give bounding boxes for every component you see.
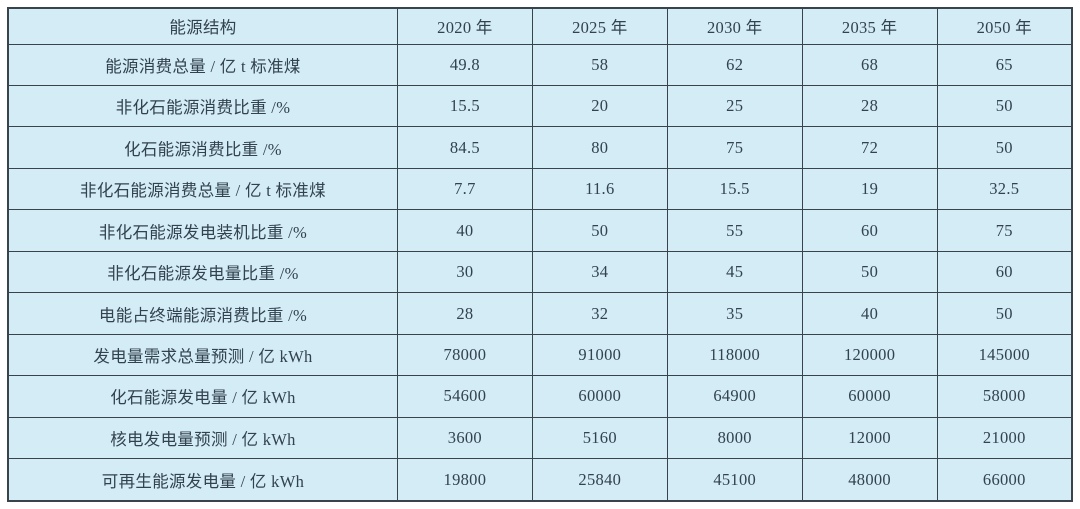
column-header-year-2030: 2030 年 <box>666 7 803 45</box>
table-row-nuclear-generation-forecast: 核电发电量预测 / 亿 kWh 3600 5160 8000 12000 210… <box>7 416 1073 460</box>
cell-value: 62 <box>666 43 803 86</box>
cell-value: 34 <box>531 250 668 294</box>
table-row-renewable-generation: 可再生能源发电量 / 亿 kWh 19800 25840 45100 48000… <box>7 458 1073 502</box>
cell-value: 50 <box>936 126 1073 169</box>
cell-value: 40 <box>396 209 533 252</box>
cell-value: 145000 <box>936 333 1073 377</box>
cell-value: 91000 <box>531 333 668 377</box>
column-header-year-2025: 2025 年 <box>531 7 668 45</box>
cell-value: 12000 <box>801 416 938 460</box>
cell-value: 11.6 <box>531 167 668 211</box>
column-header-year-2050: 2050 年 <box>936 7 1073 45</box>
table-row-fossil-generation: 化石能源发电量 / 亿 kWh 54600 60000 64900 60000 … <box>7 375 1073 418</box>
cell-value: 15.5 <box>666 167 803 211</box>
table-row-energy-consumption-total: 能源消费总量 / 亿 t 标准煤 49.8 58 62 68 65 <box>7 43 1073 86</box>
cell-value: 15.5 <box>396 84 533 128</box>
cell-value: 58 <box>531 43 668 86</box>
row-label: 电能占终端能源消费比重 /% <box>7 292 398 335</box>
column-header-year-2035: 2035 年 <box>801 7 938 45</box>
table-row-nonfossil-consumption-share: 非化石能源消费比重 /% 15.5 20 25 28 50 <box>7 84 1073 128</box>
cell-value: 64900 <box>666 375 803 418</box>
cell-value: 60000 <box>531 375 668 418</box>
cell-value: 32 <box>531 292 668 335</box>
cell-value: 3600 <box>396 416 533 460</box>
table-row-electricity-end-use-share: 电能占终端能源消费比重 /% 28 32 35 40 50 <box>7 292 1073 335</box>
cell-value: 60000 <box>801 375 938 418</box>
table-row-fossil-consumption-share: 化石能源消费比重 /% 84.5 80 75 72 50 <box>7 126 1073 169</box>
row-label: 发电量需求总量预测 / 亿 kWh <box>7 333 398 377</box>
cell-value: 32.5 <box>936 167 1073 211</box>
cell-value: 8000 <box>666 416 803 460</box>
cell-value: 25 <box>666 84 803 128</box>
cell-value: 45100 <box>666 458 803 502</box>
cell-value: 5160 <box>531 416 668 460</box>
row-label: 非化石能源消费比重 /% <box>7 84 398 128</box>
table-row-nonfossil-generation-share: 非化石能源发电量比重 /% 30 34 45 50 60 <box>7 250 1073 294</box>
cell-value: 25840 <box>531 458 668 502</box>
cell-value: 28 <box>396 292 533 335</box>
table-row-nonfossil-installed-capacity-share: 非化石能源发电装机比重 /% 40 50 55 60 75 <box>7 209 1073 252</box>
cell-value: 49.8 <box>396 43 533 86</box>
row-label: 化石能源发电量 / 亿 kWh <box>7 375 398 418</box>
row-label: 非化石能源发电量比重 /% <box>7 250 398 294</box>
cell-value: 66000 <box>936 458 1073 502</box>
energy-structure-table: 能源结构 2020 年 2025 年 2030 年 2035 年 2050 年 … <box>7 7 1073 502</box>
cell-value: 60 <box>801 209 938 252</box>
cell-value: 7.7 <box>396 167 533 211</box>
column-header-year-2020: 2020 年 <box>396 7 533 45</box>
cell-value: 28 <box>801 84 938 128</box>
cell-value: 55 <box>666 209 803 252</box>
cell-value: 58000 <box>936 375 1073 418</box>
cell-value: 50 <box>936 84 1073 128</box>
cell-value: 21000 <box>936 416 1073 460</box>
cell-value: 40 <box>801 292 938 335</box>
table-row-generation-demand-forecast: 发电量需求总量预测 / 亿 kWh 78000 91000 118000 120… <box>7 333 1073 377</box>
column-header-energy-structure: 能源结构 <box>7 7 398 45</box>
table-header-row: 能源结构 2020 年 2025 年 2030 年 2035 年 2050 年 <box>7 7 1073 45</box>
cell-value: 60 <box>936 250 1073 294</box>
cell-value: 54600 <box>396 375 533 418</box>
cell-value: 65 <box>936 43 1073 86</box>
cell-value: 78000 <box>396 333 533 377</box>
cell-value: 80 <box>531 126 668 169</box>
cell-value: 50 <box>531 209 668 252</box>
cell-value: 84.5 <box>396 126 533 169</box>
cell-value: 118000 <box>666 333 803 377</box>
cell-value: 19800 <box>396 458 533 502</box>
cell-value: 72 <box>801 126 938 169</box>
cell-value: 68 <box>801 43 938 86</box>
cell-value: 30 <box>396 250 533 294</box>
cell-value: 75 <box>936 209 1073 252</box>
row-label: 核电发电量预测 / 亿 kWh <box>7 416 398 460</box>
cell-value: 45 <box>666 250 803 294</box>
cell-value: 75 <box>666 126 803 169</box>
row-label: 非化石能源消费总量 / 亿 t 标准煤 <box>7 167 398 211</box>
table-row-nonfossil-consumption-total: 非化石能源消费总量 / 亿 t 标准煤 7.7 11.6 15.5 19 32.… <box>7 167 1073 211</box>
row-label: 化石能源消费比重 /% <box>7 126 398 169</box>
cell-value: 20 <box>531 84 668 128</box>
row-label: 能源消费总量 / 亿 t 标准煤 <box>7 43 398 86</box>
cell-value: 48000 <box>801 458 938 502</box>
cell-value: 19 <box>801 167 938 211</box>
cell-value: 120000 <box>801 333 938 377</box>
cell-value: 35 <box>666 292 803 335</box>
row-label: 非化石能源发电装机比重 /% <box>7 209 398 252</box>
row-label: 可再生能源发电量 / 亿 kWh <box>7 458 398 502</box>
cell-value: 50 <box>801 250 938 294</box>
cell-value: 50 <box>936 292 1073 335</box>
